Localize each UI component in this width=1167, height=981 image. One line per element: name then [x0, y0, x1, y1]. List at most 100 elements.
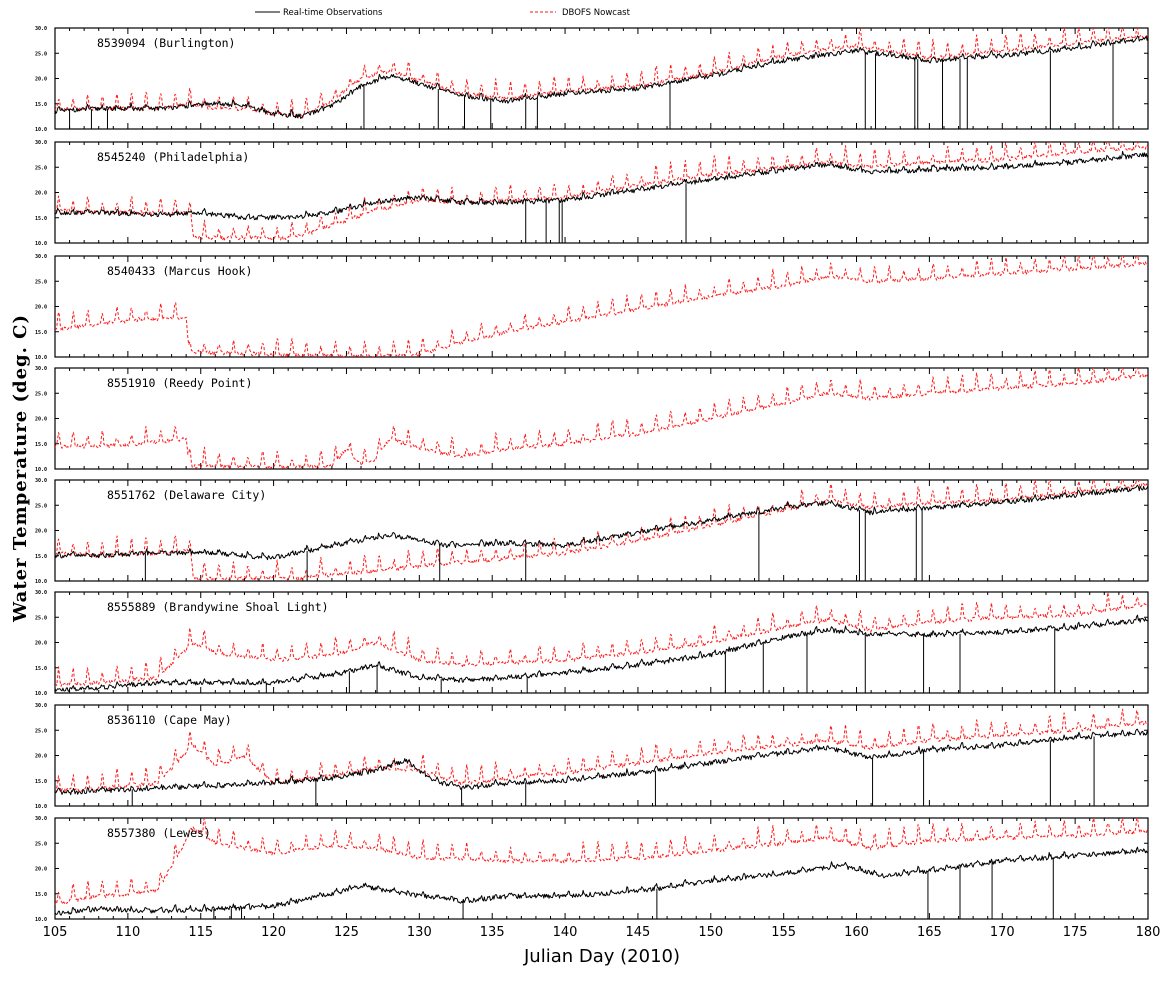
x-tick-label: 105 [43, 925, 68, 940]
panel-plot-area [55, 28, 1148, 129]
panel-station-title: 8540433 (Marcus Hook) [107, 264, 252, 278]
y-tick-label: 10.0 [35, 467, 47, 473]
x-tick-label: 130 [407, 925, 432, 940]
y-tick-label: 20.0 [35, 867, 47, 873]
y-tick-label: 10.0 [35, 355, 47, 361]
panel-station-title: 8545240 (Philadelphia) [97, 150, 249, 164]
panel-4: 10.0 15.0 20.0 25.0 30.0 8551910 (Reedy Point… [35, 366, 1149, 473]
y-tick-label: 15.0 [35, 102, 47, 108]
nowcast-series [55, 28, 1148, 119]
panel-plot-area [55, 708, 1148, 806]
observed-series [55, 150, 1148, 221]
y-axis-title: Water Temperature (deg. C) [10, 314, 31, 623]
nowcast-series [55, 368, 1148, 469]
x-tick-label: 175 [1063, 925, 1088, 940]
panel-3: 10.0 15.0 20.0 25.0 30.0 8540433 (Marcus Hook… [35, 254, 1149, 361]
y-tick-label: 15.0 [35, 330, 47, 336]
panel-plot-area [55, 818, 1148, 919]
y-tick-label: 15.0 [35, 216, 47, 222]
y-tick-label: 20.0 [35, 754, 47, 760]
panel-plot-area [55, 592, 1148, 693]
y-tick-label: 30.0 [35, 816, 47, 822]
x-tick-label: 140 [553, 925, 578, 940]
panel-station-title: 8551910 (Reedy Point) [107, 376, 252, 390]
y-tick-label: 25.0 [35, 503, 47, 509]
nowcast-series [55, 480, 1148, 581]
y-tick-label: 20.0 [35, 305, 47, 311]
x-tick-label: 145 [626, 925, 651, 940]
panel-station-title: 8539094 (Burlington) [97, 36, 235, 50]
y-tick-label: 30.0 [35, 478, 47, 484]
y-tick-label: 10.0 [35, 579, 47, 585]
y-tick-label: 10.0 [35, 127, 47, 133]
y-tick-label: 25.0 [35, 615, 47, 621]
legend-nowcast-label: DBOFS Nowcast [562, 8, 631, 18]
x-tick-label: 160 [844, 925, 869, 940]
x-tick-label: 110 [115, 925, 140, 940]
y-tick-label: 30.0 [35, 26, 47, 32]
panel-6: 10.0 15.0 20.0 25.0 30.0 8555889 (Brandywine … [35, 590, 1149, 697]
panel-plot-area [55, 480, 1148, 581]
panel-plot-area [55, 256, 1148, 357]
x-tick-label: 135 [480, 925, 505, 940]
panel-station-title: 8555889 (Brandywine Shoal Light) [107, 600, 329, 614]
y-tick-label: 25.0 [35, 279, 47, 285]
x-tick-label: 170 [990, 925, 1015, 940]
y-tick-label: 30.0 [35, 140, 47, 146]
y-tick-label: 10.0 [35, 804, 47, 810]
x-tick-label: 150 [698, 925, 723, 940]
panel-station-title: 8557380 (Lewes) [107, 826, 211, 840]
observed-series [55, 614, 1148, 692]
x-tick-label: 115 [188, 925, 213, 940]
y-tick-label: 25.0 [35, 841, 47, 847]
x-tick-label: 120 [261, 925, 286, 940]
legend-observed-label: Real-time Observations [283, 8, 383, 18]
y-tick-label: 15.0 [35, 666, 47, 672]
y-tick-label: 25.0 [35, 391, 47, 397]
y-tick-label: 20.0 [35, 529, 47, 535]
y-tick-label: 25.0 [35, 165, 47, 171]
nowcast-series [55, 818, 1148, 905]
x-axis-title: Julian Day (2010) [523, 946, 680, 967]
y-tick-label: 20.0 [35, 191, 47, 197]
panels-group: 10.0 15.0 20.0 25.0 30.0 8539094 (Burlington)… [35, 26, 1160, 940]
y-tick-label: 15.0 [35, 554, 47, 560]
panel-frame [54, 817, 1149, 920]
y-tick-label: 25.0 [35, 51, 47, 57]
observed-series [55, 846, 1148, 916]
panel-5: 10.0 15.0 20.0 25.0 30.0 8551762 (Delaware Ci… [35, 478, 1149, 585]
y-tick-label: 10.0 [35, 241, 47, 247]
observed-series [55, 728, 1148, 796]
y-tick-label: 30.0 [35, 366, 47, 372]
nowcast-series [55, 708, 1148, 793]
panel-station-title: 8536110 (Cape May) [107, 713, 232, 727]
x-tick-label: 155 [771, 925, 796, 940]
legend: Real-time Observations DBOFS Nowcast [255, 8, 631, 18]
y-tick-label: 30.0 [35, 590, 47, 596]
panel-2: 10.0 15.0 20.0 25.0 30.0 8545240 (Philadelphi… [35, 140, 1149, 247]
nowcast-series [55, 256, 1148, 357]
y-tick-label: 10.0 [35, 917, 47, 923]
panel-station-title: 8551762 (Delaware City) [107, 488, 266, 502]
y-tick-label: 15.0 [35, 442, 47, 448]
x-tick-label: 180 [1136, 925, 1161, 940]
y-tick-label: 20.0 [35, 641, 47, 647]
observed-series [55, 35, 1148, 119]
y-tick-label: 30.0 [35, 703, 47, 709]
nowcast-series [55, 142, 1148, 241]
panel-8: 10.0 15.0 20.0 25.0 30.0 8557380 (Lewes) [35, 816, 1149, 923]
panel-plot-area [55, 142, 1148, 243]
nowcast-series [55, 592, 1148, 687]
y-tick-label: 30.0 [35, 254, 47, 260]
y-tick-label: 15.0 [35, 779, 47, 785]
y-tick-label: 25.0 [35, 728, 47, 734]
y-tick-label: 20.0 [35, 417, 47, 423]
panel-plot-area [55, 368, 1148, 469]
y-tick-label: 15.0 [35, 892, 47, 898]
panel-1: 10.0 15.0 20.0 25.0 30.0 8539094 (Burlington) [35, 26, 1149, 133]
panel-7: 10.0 15.0 20.0 25.0 30.0 8536110 (Cape May) [35, 703, 1149, 810]
y-tick-label: 10.0 [35, 691, 47, 697]
x-tick-label: 125 [334, 925, 359, 940]
observed-series [55, 484, 1148, 561]
